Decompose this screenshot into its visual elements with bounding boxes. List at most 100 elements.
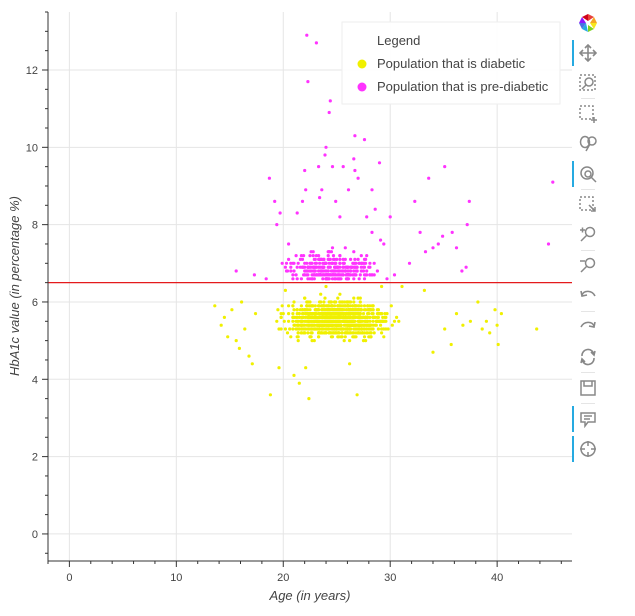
data-point xyxy=(317,165,321,169)
data-point xyxy=(299,331,303,335)
zoom-in-tool[interactable] xyxy=(573,220,603,250)
data-point xyxy=(376,319,380,323)
crosshair-tool[interactable] xyxy=(572,434,603,464)
reset-tool[interactable] xyxy=(573,342,603,372)
data-point xyxy=(291,312,295,316)
data-point xyxy=(309,269,313,273)
data-point xyxy=(334,261,338,265)
lasso-select-tool[interactable] xyxy=(573,129,603,159)
data-point xyxy=(283,327,287,331)
data-point xyxy=(326,304,330,308)
data-point xyxy=(377,312,382,316)
data-point xyxy=(234,269,238,273)
data-point xyxy=(361,269,366,273)
data-point xyxy=(321,261,325,265)
redo-icon xyxy=(579,318,597,336)
data-point xyxy=(338,261,342,265)
data-point xyxy=(337,269,341,273)
data-point xyxy=(303,296,307,300)
data-point xyxy=(292,373,296,377)
data-point xyxy=(321,308,325,312)
data-point xyxy=(336,335,340,339)
data-point xyxy=(369,331,373,335)
data-point xyxy=(361,339,366,343)
data-point xyxy=(327,261,331,265)
data-point xyxy=(366,331,370,335)
data-point xyxy=(324,327,328,331)
data-point xyxy=(292,300,296,304)
data-point xyxy=(314,308,318,312)
zoom-out-tool[interactable] xyxy=(573,251,603,281)
data-point xyxy=(339,319,343,323)
data-point xyxy=(329,327,333,331)
box-zoom-tool[interactable] xyxy=(573,68,603,98)
data-point xyxy=(226,335,230,339)
save-tool[interactable] xyxy=(573,373,603,403)
data-point xyxy=(365,254,369,258)
data-point xyxy=(353,261,357,265)
data-point xyxy=(353,257,357,261)
data-point xyxy=(461,323,465,327)
chart-toolbar xyxy=(572,8,603,464)
data-point xyxy=(317,335,321,339)
data-point xyxy=(353,265,357,269)
data-point xyxy=(353,273,357,277)
x-tick-label: 10 xyxy=(170,572,182,584)
pan-tool[interactable] xyxy=(572,38,603,68)
data-point xyxy=(287,304,291,308)
data-point xyxy=(243,327,247,331)
data-point xyxy=(322,300,326,304)
data-point xyxy=(303,261,307,265)
data-point xyxy=(335,257,339,261)
undo-tool[interactable] xyxy=(573,281,603,311)
data-point xyxy=(287,312,291,316)
box-select-tool[interactable] xyxy=(573,99,603,129)
data-point xyxy=(326,254,330,258)
data-point xyxy=(349,269,353,273)
data-point xyxy=(360,331,364,335)
legend: Legend Population that is diabetic Popul… xyxy=(341,21,561,105)
data-point xyxy=(343,257,347,261)
data-point xyxy=(368,319,372,323)
redo-tool[interactable] xyxy=(573,312,603,342)
wheel-zoom-tool[interactable] xyxy=(572,159,603,189)
data-point xyxy=(493,308,497,312)
data-point xyxy=(384,327,388,331)
toolbar-divider xyxy=(581,189,595,190)
data-point xyxy=(281,312,285,316)
data-point xyxy=(321,265,325,269)
data-point xyxy=(292,269,296,273)
data-point xyxy=(341,265,345,269)
data-point xyxy=(305,33,309,37)
data-point xyxy=(337,312,341,316)
data-point xyxy=(288,327,292,331)
data-point xyxy=(353,304,357,308)
hover-tool[interactable] xyxy=(572,404,603,434)
data-point xyxy=(326,269,330,273)
data-point xyxy=(308,254,312,258)
data-point xyxy=(362,138,367,142)
data-point xyxy=(431,350,435,354)
data-point xyxy=(338,215,342,219)
data-point xyxy=(296,331,300,335)
y-tick-label: 10 xyxy=(26,142,38,154)
data-point xyxy=(314,327,318,331)
data-point xyxy=(382,335,386,339)
data-point xyxy=(317,319,321,323)
data-point xyxy=(468,319,472,323)
data-point xyxy=(368,335,372,339)
data-point xyxy=(329,323,333,327)
bokeh-logo-icon[interactable] xyxy=(573,8,603,38)
data-point xyxy=(392,319,397,323)
data-point xyxy=(423,250,428,254)
tap-tool[interactable] xyxy=(573,190,603,220)
data-point xyxy=(344,273,348,277)
data-point xyxy=(343,335,347,339)
data-point xyxy=(297,381,301,385)
data-point xyxy=(283,265,287,269)
data-point xyxy=(383,312,387,316)
data-point xyxy=(338,304,342,308)
data-point xyxy=(362,277,367,281)
data-point xyxy=(370,312,374,316)
